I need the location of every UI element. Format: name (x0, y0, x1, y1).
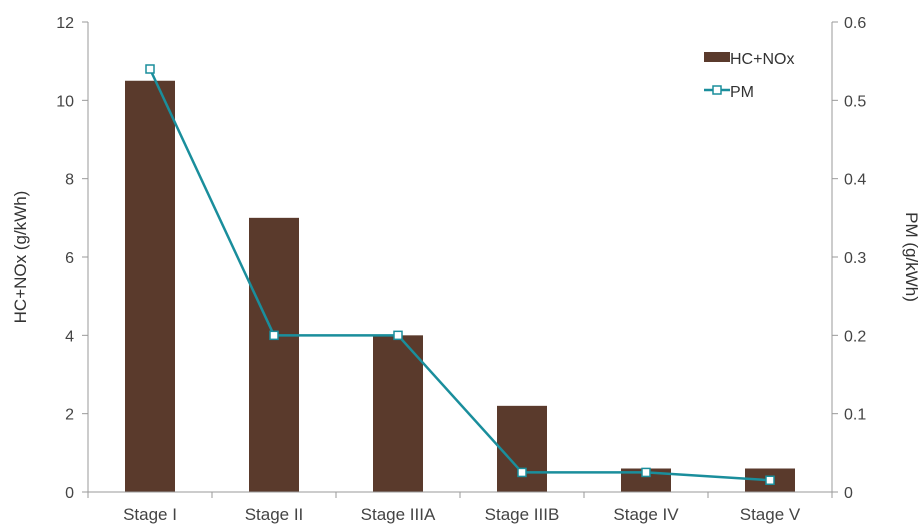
bar-hc-nox (497, 405, 547, 492)
pm-point (393, 330, 403, 341)
y-axis-title-right: PM (g/kWh) (902, 212, 921, 302)
bar-hc-nox (125, 80, 175, 492)
y-axis-title-left: HC+NOx (g/kWh) (11, 191, 30, 324)
x-category-label: Stage II (245, 505, 304, 524)
y-tick-label-left: 4 (65, 328, 74, 345)
y-tick-label-right: 0.1 (844, 407, 866, 424)
legend-label-pm: PM (730, 84, 754, 101)
pm-point (765, 475, 775, 485)
y-tick-label-right: 0.2 (844, 328, 866, 345)
y-tick-label-right: 0 (844, 485, 853, 502)
y-tick-label-left: 0 (65, 485, 74, 502)
x-category-label: Stage IIIB (485, 505, 560, 524)
x-category-label: Stage I (123, 505, 177, 524)
legend-label-hc-nox: HC+NOx (730, 51, 794, 68)
pm-line (148, 68, 771, 482)
y-tick-label-left: 6 (65, 250, 74, 267)
y-tick-label-left: 10 (56, 93, 74, 110)
pm-point (145, 64, 155, 74)
legend-swatch-hc-nox (704, 52, 730, 62)
y-tick-label-left: 12 (56, 15, 74, 32)
pm-point (641, 467, 651, 478)
y-tick-label-right: 0.6 (844, 15, 866, 32)
x-category-label: Stage IV (613, 505, 679, 524)
y-tick-label-left: 8 (65, 172, 74, 189)
bar-hc-nox (373, 335, 423, 492)
y-tick-label-right: 0.4 (844, 172, 866, 189)
bars-layer (125, 80, 795, 493)
ticks-layer: 0 2 4 6 8 10 12 0 0.1 0.2 0.3 0.4 0.5 0.6 Stage I Stage… (56, 15, 866, 524)
pm-point (269, 330, 279, 341)
y-tick-label-left: 2 (65, 407, 74, 424)
y-tick-label-right: 0.3 (844, 250, 866, 267)
legend-swatch-pm-marker (712, 85, 722, 95)
x-category-label: Stage V (740, 505, 801, 524)
bar-hc-nox (249, 217, 299, 493)
y-tick-label-right: 0.5 (844, 93, 866, 110)
pm-point (517, 467, 527, 478)
pm-line-layer (145, 64, 775, 485)
legend: HC+NOx PM (704, 51, 794, 101)
x-category-label: Stage IIIA (361, 505, 436, 524)
